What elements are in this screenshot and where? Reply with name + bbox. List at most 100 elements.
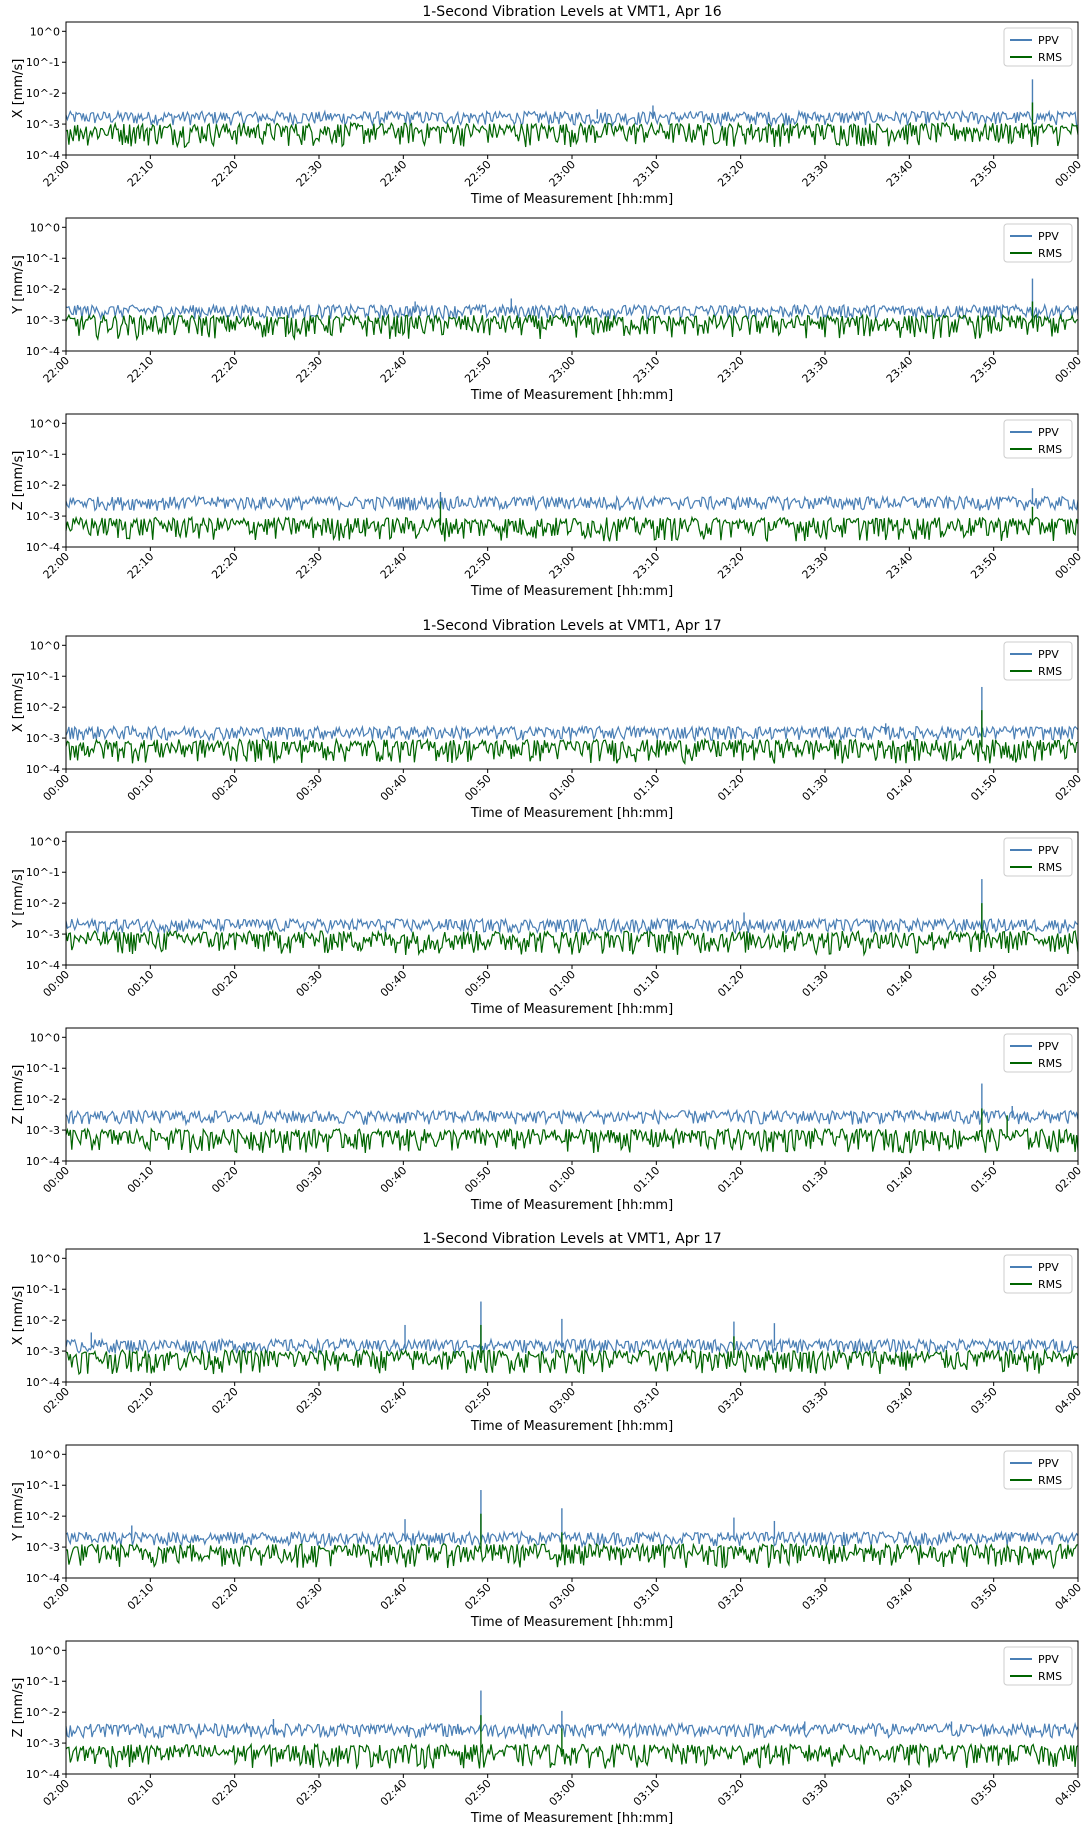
x-tick-label: 01:10 [631,968,663,1000]
x-tick-label: 23:20 [715,550,747,582]
y-tick-label: 10^0 [30,1448,60,1461]
x-tick-label: 02:10 [125,1777,157,1809]
x-tick-label: 22:10 [125,550,157,582]
x-tick-label: 01:00 [547,772,579,804]
x-tick-label: 23:10 [631,354,663,386]
chart-title: 1-Second Vibration Levels at VMT1, Apr 1… [422,618,721,634]
x-tick-label: 22:10 [125,354,157,386]
x-tick-label: 01:20 [715,772,747,804]
x-tick-label: 03:40 [884,1385,916,1417]
x-tick-label: 01:50 [968,968,1000,1000]
x-tick-label: 03:00 [547,1777,579,1809]
y-tick-label: 10^-2 [26,701,60,714]
series-ppv-line [65,916,1079,935]
x-tick-label: 00:50 [462,1164,494,1196]
y-tick-label: 10^-4 [26,345,60,358]
series-rms-line [65,737,1079,765]
x-tick-label: 00:10 [125,1164,157,1196]
x-tick-label: 03:10 [631,1581,663,1613]
y-tick-label: 10^0 [30,1031,60,1044]
x-tick-label: 02:20 [209,1385,241,1417]
legend-label-rms: RMS [1038,861,1062,874]
x-tick-label: 03:00 [547,1385,579,1417]
x-axis-label: Time of Measurement [hh:mm] [470,1002,673,1017]
x-tick-label: 23:50 [968,354,1000,386]
legend-label-rms: RMS [1038,247,1062,260]
x-tick-label: 02:00 [1053,968,1081,1000]
y-tick-label: 10^-1 [26,1675,60,1688]
y-tick-label: 10^-2 [26,1314,60,1327]
subplot-6: 10^0 10^-1 10^-2 10^-3 10^-4 Z [mm/s] 00:00 00:… [11,1027,1081,1213]
series-rms-line [65,313,1079,342]
legend-label-ppv: PPV [1038,1457,1059,1470]
x-tick-label: 22:00 [41,550,73,582]
y-axis-label: Y [mm/s] [11,869,26,929]
x-tick-label: 22:00 [41,354,73,386]
x-tick-label: 01:20 [715,1164,747,1196]
y-tick-label: 10^-2 [26,283,60,296]
y-tick-label: 10^-3 [26,510,60,523]
y-axis-label: Y [mm/s] [11,255,26,315]
x-tick-label: 23:40 [884,158,916,190]
legend-label-rms: RMS [1038,443,1062,456]
x-tick-label: 02:00 [41,1385,73,1417]
x-tick-label: 23:00 [547,158,579,190]
x-tick-label: 03:00 [547,1581,579,1613]
x-tick-label: 02:20 [209,1581,241,1613]
x-tick-label: 23:50 [968,550,1000,582]
x-tick-label: 23:40 [884,550,916,582]
plot-frame [65,1444,1079,1579]
y-tick-label: 10^0 [30,1644,60,1657]
x-tick-label: 00:40 [378,772,410,804]
x-tick-label: 01:50 [968,772,1000,804]
series-rms-line [65,1348,1079,1376]
x-tick-label: 00:20 [209,1164,241,1196]
legend-label-ppv: PPV [1038,1040,1059,1053]
x-tick-label: 23:00 [547,354,579,386]
legend-label-ppv: PPV [1038,1653,1059,1666]
series-ppv-line [65,302,1079,322]
x-tick-label: 22:50 [462,550,494,582]
x-tick-label: 22:40 [378,550,410,582]
x-tick-label: 22:20 [209,158,241,190]
x-tick-label: 02:00 [41,1777,73,1809]
x-tick-label: 23:30 [800,550,832,582]
x-tick-label: 02:50 [462,1777,494,1809]
y-tick-label: 10^-4 [26,763,60,776]
y-tick-label: 10^-2 [26,479,60,492]
subplot-5: 10^0 10^-1 10^-2 10^-3 10^-4 Y [mm/s] 00:00 00:… [11,831,1081,1017]
x-tick-label: 03:50 [968,1581,1000,1613]
legend: PPV RMS [1003,223,1073,263]
legend-label-ppv: PPV [1038,1261,1059,1274]
legend-label-ppv: PPV [1038,230,1059,243]
y-tick-label: 10^-3 [26,314,60,327]
x-tick-label: 02:30 [294,1777,326,1809]
x-axis-label: Time of Measurement [hh:mm] [470,1198,673,1213]
subplot-7: 1-Second Vibration Levels at VMT1, Apr 1… [11,1231,1081,1434]
series-rms-line [65,121,1079,149]
x-tick-label: 22:30 [294,158,326,190]
legend: PPV RMS [1003,1450,1073,1490]
legend: PPV RMS [1003,1254,1073,1294]
x-axis-label: Time of Measurement [hh:mm] [470,1419,673,1434]
x-tick-label: 00:50 [462,772,494,804]
y-tick-label: 10^-2 [26,87,60,100]
legend: PPV RMS [1003,1033,1073,1073]
subplot-8: 10^0 10^-1 10^-2 10^-3 10^-4 Y [mm/s] 02:00 02:… [11,1444,1081,1630]
x-tick-label: 01:30 [800,1164,832,1196]
y-tick-label: 10^-4 [26,541,60,554]
x-tick-label: 01:10 [631,1164,663,1196]
x-tick-label: 03:10 [631,1777,663,1809]
x-tick-label: 00:00 [1053,354,1081,386]
plot-frame [65,635,1079,770]
x-tick-label: 02:00 [1053,772,1081,804]
x-tick-label: 23:20 [715,158,747,190]
x-tick-label: 22:40 [378,354,410,386]
series-ppv-line [65,1721,1079,1740]
x-tick-label: 23:20 [715,354,747,386]
x-tick-label: 02:00 [1053,1164,1081,1196]
x-tick-label: 23:00 [547,550,579,582]
series-rms-line [65,1542,1079,1570]
x-tick-label: 03:30 [800,1581,832,1613]
